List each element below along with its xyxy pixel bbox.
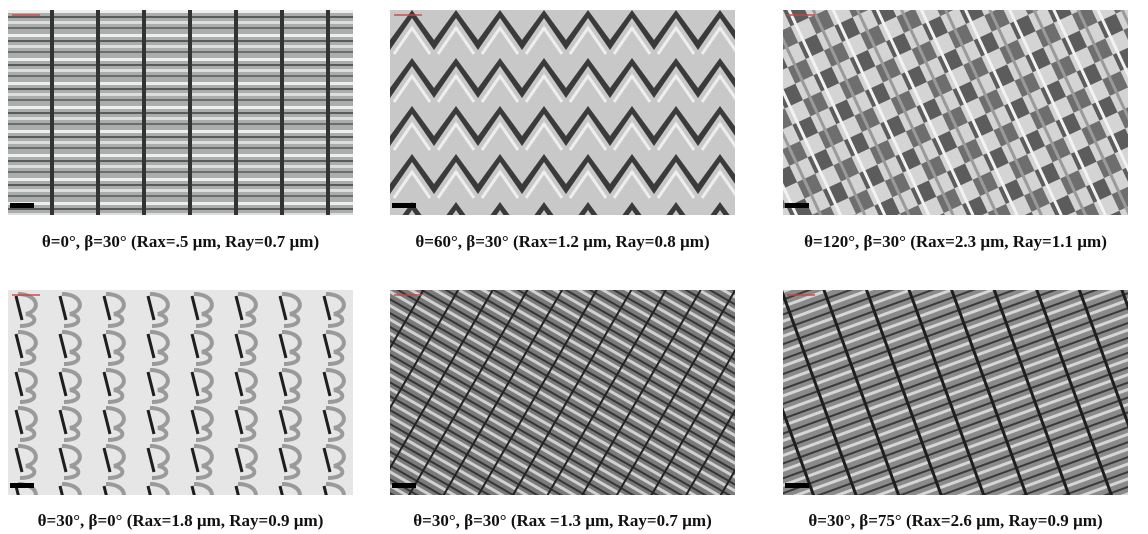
surface-texture — [8, 290, 353, 495]
micrograph — [8, 10, 353, 215]
micrograph — [783, 290, 1128, 495]
caption: θ=30°, β=0° (Rax=1.8 µm, Ray=0.9 µm) — [0, 511, 371, 531]
overlay-mark — [787, 14, 815, 16]
micrograph — [783, 10, 1128, 215]
caption: θ=0°, β=30° (Rax=.5 µm, Ray=0.7 µm) — [0, 232, 371, 252]
scale-bar — [392, 203, 416, 208]
scale-bar — [785, 203, 809, 208]
surface-texture — [783, 10, 1128, 215]
caption: θ=30°, β=30° (Rax =1.3 µm, Ray=0.7 µm) — [373, 511, 753, 531]
scale-bar — [392, 483, 416, 488]
caption: θ=60°, β=30° (Rax=1.2 µm, Ray=0.8 µm) — [373, 232, 753, 252]
caption: θ=120°, β=30° (Rax=2.3 µm, Ray=1.1 µm) — [766, 232, 1146, 252]
overlay-mark — [12, 294, 40, 296]
micrograph — [390, 290, 735, 495]
figure: θ=0°, β=30° (Rax=.5 µm, Ray=0.7 µm) θ=60… — [0, 0, 1148, 534]
surface-texture — [390, 10, 735, 215]
scale-bar — [785, 483, 809, 488]
overlay-mark — [787, 294, 815, 296]
scale-bar — [10, 483, 34, 488]
surface-texture — [8, 10, 353, 215]
overlay-mark — [394, 294, 422, 296]
overlay-mark — [394, 14, 422, 16]
overlay-mark — [12, 14, 40, 16]
surface-texture — [783, 290, 1128, 495]
caption: θ=30°, β=75° (Rax=2.6 µm, Ray=0.9 µm) — [766, 511, 1146, 531]
scale-bar — [10, 203, 34, 208]
micrograph — [8, 290, 353, 495]
micrograph — [390, 10, 735, 215]
surface-texture — [390, 290, 735, 495]
